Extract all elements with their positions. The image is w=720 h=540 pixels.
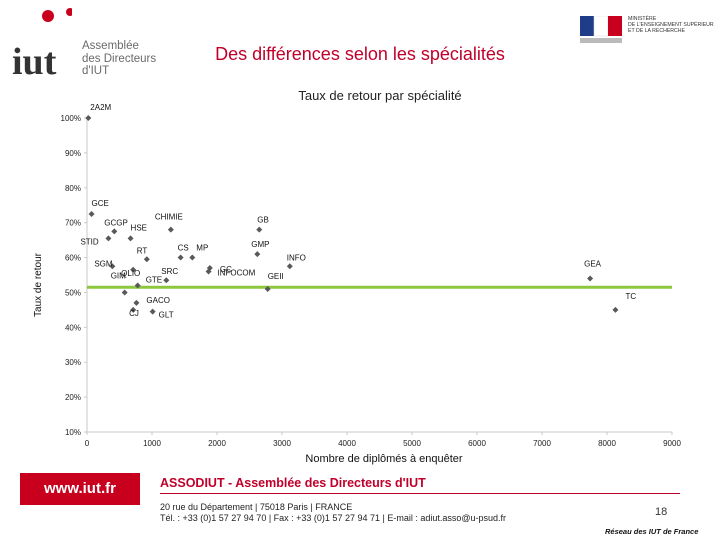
data-point-label: MP: [196, 244, 208, 253]
logo-line-3: d'IUT: [82, 65, 110, 77]
y-tick-label: 40%: [65, 323, 81, 332]
footer-address-block: 20 rue du Département | 75018 Paris | FR…: [160, 502, 506, 524]
y-tick-label: 80%: [65, 184, 81, 193]
data-point-label: HSE: [131, 223, 147, 232]
ministry-caption: MINISTÈRE DE L'ENSEIGNEMENT SUPÉRIEUR ET…: [628, 16, 718, 34]
x-tick-label: 2000: [208, 439, 226, 448]
data-point-label: GCGP: [104, 218, 128, 227]
data-point-label: GTE: [146, 275, 162, 284]
data-point-marker: [612, 306, 619, 313]
data-point-label: GLT: [159, 311, 174, 320]
data-point-label: CS: [178, 244, 189, 253]
x-tick-label: 0: [85, 439, 90, 448]
footer-contact: Tél. : +33 (0)1 57 27 94 70 | Fax : +33 …: [160, 513, 507, 523]
data-point-marker: [189, 254, 196, 261]
x-tick-label: 1000: [143, 439, 161, 448]
data-point-marker: [143, 256, 150, 263]
y-tick-label: 50%: [65, 288, 81, 297]
x-tick-label: 8000: [598, 439, 616, 448]
logo-wordmark: iut: [12, 41, 57, 78]
data-point-label: QLIO: [121, 269, 140, 278]
data-point-marker: [111, 228, 118, 235]
x-tick-label: 6000: [468, 439, 486, 448]
footer-organization: ASSODIUT - Assemblée des Directeurs d'IU…: [160, 476, 426, 490]
x-tick-label: 5000: [403, 439, 421, 448]
data-point-label: GEII: [268, 272, 284, 281]
y-tick-label: 10%: [65, 428, 81, 437]
x-tick-label: 4000: [338, 439, 356, 448]
y-axis-label: Taux de retour: [33, 252, 44, 317]
data-point-label: 2A2M: [90, 103, 111, 112]
ministry-line-3: ET DE LA RECHERCHE: [628, 28, 685, 34]
data-point-label: GEA: [584, 259, 602, 268]
data-point-label: GACO: [146, 296, 170, 305]
ministry-line-1: MINISTÈRE: [628, 16, 657, 22]
data-point-marker: [256, 226, 263, 233]
footer-address: 20 rue du Département | 75018 Paris | FR…: [160, 502, 353, 512]
data-point-label: GB: [257, 216, 269, 225]
data-point-label: TC: [625, 292, 636, 301]
data-point-marker: [587, 275, 594, 282]
logo-line-2: des Directeurs: [82, 52, 157, 65]
data-point-label: GC: [220, 265, 232, 274]
data-point-label: SGM: [94, 259, 113, 268]
data-point-marker: [130, 306, 137, 313]
data-point-marker: [264, 285, 271, 292]
data-point-label: CHIMIE: [155, 213, 183, 222]
iut-logo: iut: [12, 8, 72, 78]
chart-axes: 10% 20% 30% 40% 50% 60% 70% 80% 90% 100% 0 1000 2000…: [61, 114, 682, 448]
data-point-label: INFO: [287, 253, 306, 262]
logo-dot: [66, 8, 72, 16]
data-point-marker: [205, 268, 212, 275]
data-point-marker: [149, 308, 156, 315]
data-point-marker: [254, 251, 261, 258]
logo-line-1: Assemblée: [82, 40, 139, 52]
data-point-label: GCE: [92, 199, 109, 208]
footer-divider: [160, 493, 680, 494]
data-point-marker: [88, 210, 95, 217]
x-tick-label: 3000: [273, 439, 291, 448]
slide-title: Des différences selon les spécialités: [215, 44, 505, 64]
data-point-marker: [85, 115, 92, 121]
page-number: 18: [655, 506, 668, 518]
y-tick-label: 30%: [65, 358, 81, 367]
data-point-marker: [134, 282, 141, 289]
data-point-marker: [163, 277, 170, 284]
y-tick-label: 60%: [65, 254, 81, 263]
scatter-chart: 10% 20% 30% 40% 50% 60% 70% 80% 90% 100% 0 1000 2000…: [33, 103, 682, 465]
data-point-label: INFOCOM: [218, 269, 256, 278]
y-tick-label: 90%: [65, 149, 81, 158]
data-point-label: GMP: [251, 240, 269, 249]
data-point-label: STID: [80, 237, 98, 246]
x-tick-label: 9000: [663, 439, 681, 448]
data-point-marker: [121, 289, 128, 296]
logo-dot: [42, 10, 54, 22]
data-point-marker: [130, 266, 137, 273]
x-axis-label: Nombre de diplômés à enquêter: [305, 453, 462, 465]
y-tick-label: 70%: [65, 219, 81, 228]
network-signature: Réseau des IUT de France: [605, 527, 699, 536]
ministry-line-2: DE L'ENSEIGNEMENT SUPÉRIEUR: [628, 22, 714, 28]
data-point-label: SRC: [161, 267, 178, 276]
data-point-marker: [167, 226, 174, 233]
y-tick-label: 20%: [65, 393, 81, 402]
logo-caption: Assemblée des Directeurs d'IUT: [82, 40, 156, 78]
y-tick-label: 100%: [61, 114, 81, 123]
data-point-marker: [127, 235, 134, 242]
data-point-marker: [286, 263, 293, 270]
chart-title: Taux de retour par spécialité: [298, 88, 462, 103]
data-point-label: GIM: [111, 271, 126, 280]
data-point-marker: [105, 235, 112, 242]
website-link[interactable]: www.iut.fr: [20, 473, 140, 505]
data-point-marker: [177, 254, 184, 261]
ministry-logo-icon: [580, 16, 622, 43]
data-point-label: RT: [137, 246, 148, 255]
x-tick-label: 7000: [533, 439, 551, 448]
data-point-marker: [109, 263, 116, 270]
data-point-marker: [133, 299, 140, 306]
data-point-label: CJ: [129, 309, 139, 318]
